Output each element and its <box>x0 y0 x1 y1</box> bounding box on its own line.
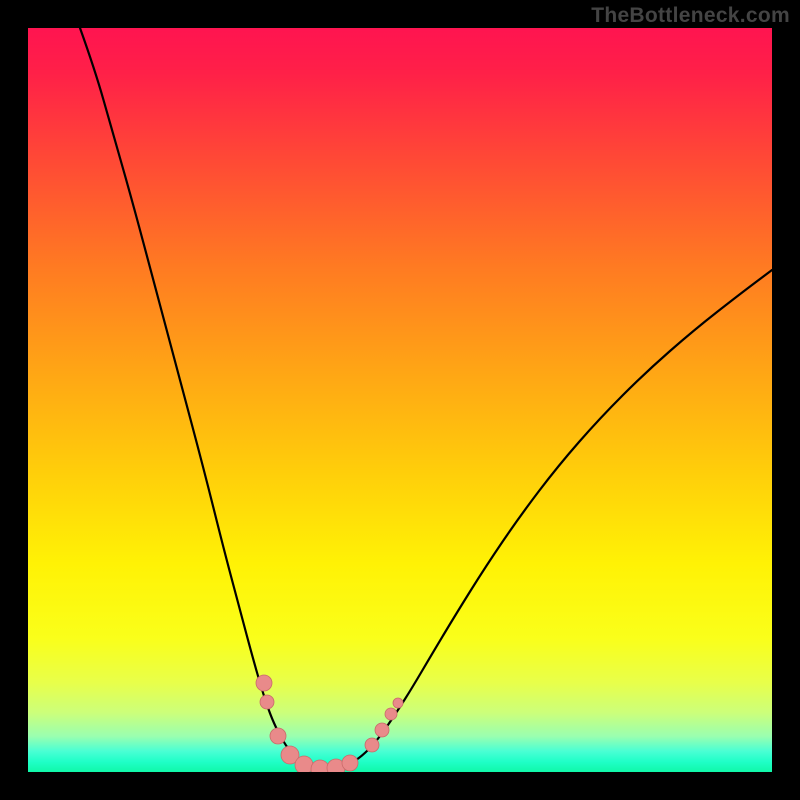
valley-marker <box>365 738 379 752</box>
valley-marker <box>256 675 272 691</box>
valley-marker <box>342 755 358 771</box>
valley-marker <box>375 723 389 737</box>
valley-marker <box>385 708 397 720</box>
valley-marker <box>393 698 403 708</box>
valley-marker <box>260 695 274 709</box>
chart-svg <box>0 0 800 800</box>
watermark-text: TheBottleneck.com <box>591 4 790 28</box>
valley-marker <box>270 728 286 744</box>
valley-marker <box>295 756 313 774</box>
plot-gradient-background <box>28 28 772 772</box>
chart-stage: TheBottleneck.com <box>0 0 800 800</box>
